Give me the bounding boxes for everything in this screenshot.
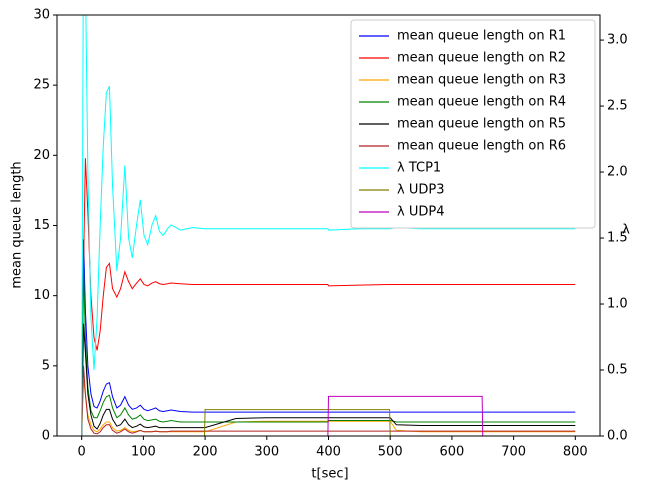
y-tick-label: 25: [33, 78, 50, 93]
y2-tick-label: 0.0: [607, 429, 628, 444]
legend-box: [350, 19, 596, 229]
y2-tick-label: 1.5: [607, 231, 628, 246]
x-tick-label: 100: [131, 445, 156, 460]
y-axis-label: mean queue length: [10, 161, 25, 288]
x-tick-label: 0: [78, 445, 86, 460]
y2-tick-label: 1.0: [607, 297, 628, 312]
x-tick-label: 700: [501, 445, 526, 460]
x-axis-label: t[sec]: [311, 467, 348, 482]
y-tick-label: 15: [33, 218, 50, 233]
legend-label: mean queue length on R5: [397, 117, 566, 132]
series-line: [81, 158, 576, 436]
y-tick-label: 10: [33, 288, 50, 303]
series-line: [81, 365, 576, 436]
x-tick-label: 400: [316, 445, 341, 460]
legend-label: mean queue length on R1: [397, 29, 566, 44]
y2-axis-label: λ: [622, 223, 630, 238]
y-tick-label: 0: [42, 429, 50, 444]
series-line: [81, 239, 576, 436]
x-tick-label: 200: [193, 445, 218, 460]
y-tick-label: 30: [33, 8, 50, 23]
y-tick-label: 20: [33, 148, 50, 163]
x-tick-label: 500: [378, 445, 403, 460]
series-line: [81, 323, 576, 436]
y2-tick-label: 3.0: [607, 33, 628, 48]
x-tick-label: 600: [439, 445, 464, 460]
y2-tick-label: 0.5: [607, 363, 628, 378]
series-line: [81, 395, 576, 436]
legend-label: λ TCP1: [397, 161, 441, 176]
y2-tick-label: 2.5: [607, 99, 628, 114]
legend-label: λ UDP3: [397, 183, 444, 198]
y2-tick-label: 2.0: [607, 165, 628, 180]
y-tick-label: 5: [42, 358, 50, 373]
legend-label: mean queue length on R6: [397, 139, 566, 154]
legend-label: λ UDP4: [397, 205, 444, 220]
plot-frame: [56, 14, 601, 437]
legend-label: mean queue length on R3: [397, 73, 566, 88]
series-line: [81, 267, 576, 436]
x-tick-label: 800: [563, 445, 588, 460]
x-tick-label: 300: [254, 445, 279, 460]
legend-label: mean queue length on R2: [397, 51, 566, 66]
legend-label: mean queue length on R4: [397, 95, 566, 110]
